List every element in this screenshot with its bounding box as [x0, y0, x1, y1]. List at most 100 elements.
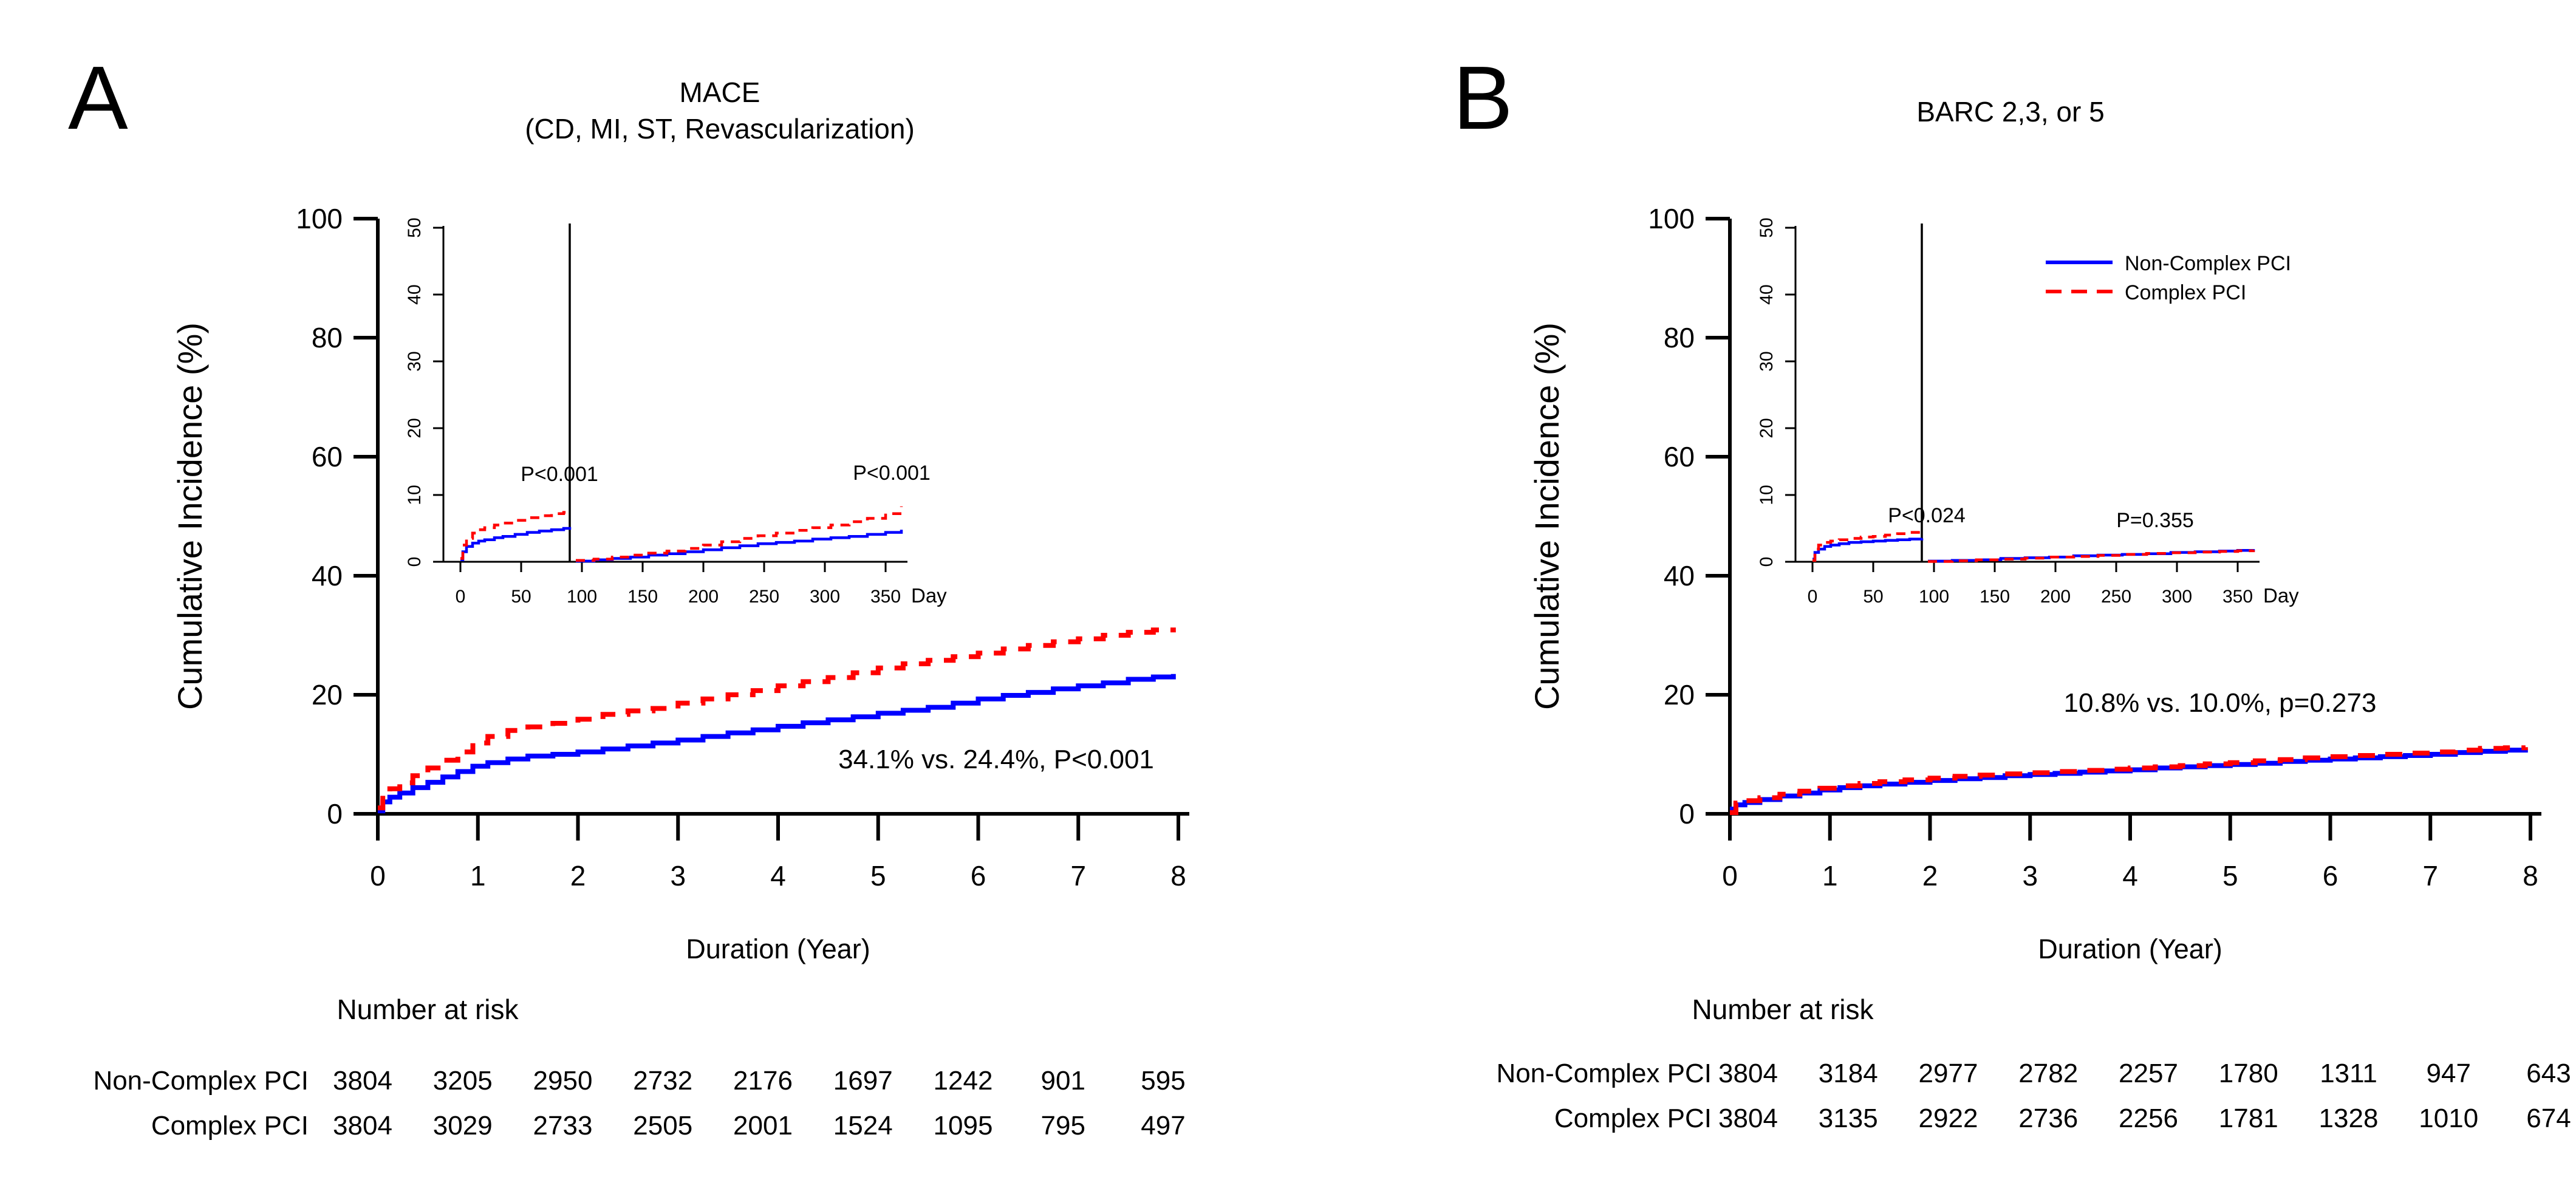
panel-b-risk-value: 2736	[2018, 1104, 2078, 1133]
panel-a-main-x-tick-label: 7	[1070, 860, 1086, 892]
panel-b-risk-value: 1010	[2419, 1104, 2478, 1133]
panel-a-main-x-tick-label: 0	[370, 860, 386, 892]
panel-b-risk-value: 947	[2427, 1059, 2471, 1088]
panel-b-main-y-tick-label: 60	[1664, 441, 1695, 473]
panel-b-inset-y-tick-label: 50	[1757, 217, 1777, 237]
panel-a-inset-day-label: Day	[911, 584, 947, 607]
panel-b-inset-x-tick-label: 0	[1808, 587, 1818, 607]
panel-a-main-x-tick-label: 4	[770, 860, 786, 892]
panel-b-inset-p-right: P=0.355	[2116, 509, 2194, 532]
panel-a-label: A	[68, 48, 128, 148]
panel-b-inset-curve-complex-pci-segment_90_365	[1928, 549, 2255, 563]
panel-b-risk-row-label-complex: Complex PCI	[1554, 1104, 1712, 1133]
panel-a-main-y-tick-label: 60	[312, 441, 343, 473]
panel-b-risk-value: 2922	[1919, 1104, 1978, 1133]
panel-a-main-x-tick-label: 6	[971, 860, 986, 892]
panel-b-risk-header: Number at risk	[1692, 994, 1874, 1025]
panel-b-inset-x-tick-label: 250	[2101, 587, 2131, 607]
panel-b-label: B	[1453, 48, 1513, 148]
panel-b-inset-y-tick-label: 20	[1757, 418, 1777, 438]
panel-a-inset-curve-complex-pci-segment_0_90	[460, 511, 572, 560]
panel-a-risk-value: 2733	[533, 1111, 593, 1141]
panel-a-inset-p-left: P<0.001	[521, 463, 598, 486]
panel-a-main-x-tick-label: 8	[1170, 860, 1186, 892]
panel-b-risk-value: 1328	[2319, 1104, 2379, 1133]
panel-a-risk-value: 2732	[633, 1066, 692, 1096]
panel-a-risk-value: 1697	[833, 1066, 893, 1096]
panel-b-inset-y-tick-label: 40	[1757, 284, 1777, 304]
panel-b-risk-value: 3184	[1819, 1059, 1878, 1088]
panel-a-risk-value: 3804	[333, 1111, 392, 1141]
panel-b-inset-x-tick-label: 300	[2162, 587, 2192, 607]
panel-a-inset-curve-complex-pci-segment_90_365	[576, 506, 903, 562]
panel-b-risk-row-label-non-complex: Non-Complex PCI	[1496, 1059, 1712, 1088]
panel-a-y-axis-label: Cumulative Incidence (%)	[171, 322, 209, 710]
panel-b-inset-y-tick-label: 10	[1757, 485, 1777, 505]
panel-b-inset-day-label: Day	[2263, 584, 2299, 607]
panel-b-risk-value: 643	[2526, 1059, 2571, 1088]
panel-b-inset-y-tick-label: 30	[1757, 351, 1777, 371]
panel-b-x-axis-label: Duration (Year)	[2038, 933, 2222, 964]
panel-b-main-x-tick-label: 8	[2523, 860, 2538, 892]
panel-b-inset-x-tick-label: 350	[2222, 587, 2253, 607]
panel-b-risk-value: 2977	[1919, 1059, 1978, 1088]
panel-a-inset-x-tick-label: 200	[688, 587, 719, 607]
panel-a-main-y-tick-label: 20	[312, 679, 343, 711]
panel-a-risk-value: 595	[1141, 1066, 1185, 1096]
panel-a-main-y-tick-label: 0	[327, 798, 343, 830]
panel-a-risk-value: 3804	[333, 1066, 392, 1096]
panel-a-x-axis-label: Duration (Year)	[686, 933, 870, 964]
panel-a-main-curve-non-complex-pci	[378, 674, 1176, 814]
panel-a-main-y-tick-label: 100	[296, 203, 343, 234]
panel-b-main-x-tick-label: 7	[2422, 860, 2438, 892]
panel-b-risk-value: 2256	[2119, 1104, 2178, 1133]
panel-a-inset-y-tick-label: 50	[405, 217, 425, 237]
panel-a-risk-value: 2950	[533, 1066, 593, 1096]
panel-b-risk-value: 3804	[1718, 1059, 1778, 1088]
panel-b-main-x-tick-label: 6	[2323, 860, 2339, 892]
panel-a-risk-header: Number at risk	[337, 994, 519, 1025]
panel-a-risk-value: 2505	[633, 1111, 692, 1141]
panel-b-risk-value: 674	[2526, 1104, 2571, 1133]
panel-a-inset-y-tick-label: 30	[405, 351, 425, 371]
panel-a-risk-value: 1242	[934, 1066, 993, 1096]
panel-b-main-x-tick-label: 2	[1922, 860, 1938, 892]
panel-b-main-x-tick-label: 5	[2222, 860, 2238, 892]
panel-a-risk-value: 901	[1041, 1066, 1085, 1096]
panel-a-inset-y-tick-label: 40	[405, 284, 425, 304]
panel-a-risk-value: 795	[1041, 1111, 1085, 1141]
panel-b-title-line1: BARC 2,3, or 5	[1916, 96, 2104, 128]
panel-a-main-curve-complex-pci	[378, 627, 1176, 811]
panel-a-inset-x-tick-label: 300	[810, 587, 840, 607]
panel-a-risk-value: 1524	[833, 1111, 893, 1141]
panel-b-main-y-tick-label: 80	[1664, 322, 1695, 353]
panel-b-annotation: 10.8% vs. 10.0%, p=0.273	[2064, 688, 2377, 718]
panel-a-inset-x-tick-label: 150	[627, 587, 658, 607]
panel-b-main-x-tick-label: 1	[1822, 860, 1838, 892]
panel-a-risk-value: 2001	[733, 1111, 793, 1141]
panel-b-main-x-tick-label: 3	[2022, 860, 2038, 892]
inset-legend: Non-Complex PCI Complex PCI	[2046, 252, 2291, 304]
panel-a-inset-y-tick-label: 20	[405, 418, 425, 438]
panel-b-risk-value: 1781	[2219, 1104, 2278, 1133]
panel-a-inset-y-tick-label: 10	[405, 485, 425, 505]
panel-b-inset-x-tick-label: 200	[2040, 587, 2071, 607]
panel-b-y-axis-label: Cumulative Incidence (%)	[1528, 322, 1566, 710]
panel-a-inset-x-tick-label: 250	[749, 587, 779, 607]
panel-a-annotation: 34.1% vs. 24.4%, P<0.001	[838, 745, 1154, 774]
panel-b-inset-y-tick-label: 0	[1757, 557, 1777, 567]
panel-a-risk-row-label-non-complex: Non-Complex PCI	[93, 1066, 309, 1096]
panel-a-risk-value: 3205	[433, 1066, 493, 1096]
panel-a-main-y-tick-label: 80	[312, 322, 343, 353]
panel-b-inset-curve-complex-pci-segment_0_90	[1812, 531, 1924, 562]
panel-a-main-x-tick-label: 1	[470, 860, 486, 892]
panel-a-risk-value: 2176	[733, 1066, 793, 1096]
panel-b-risk-value: 3804	[1718, 1104, 1778, 1133]
panel-b-main-x-tick-label: 4	[2122, 860, 2138, 892]
panel-a-risk-value: 497	[1141, 1111, 1185, 1141]
legend-label-non-complex: Non-Complex PCI	[2125, 252, 2291, 275]
